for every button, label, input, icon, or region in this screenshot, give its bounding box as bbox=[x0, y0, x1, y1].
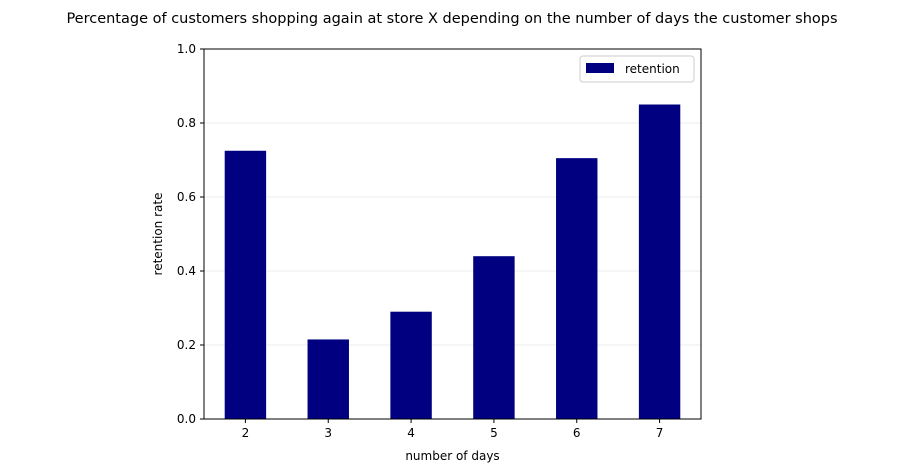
y-axis-label: retention rate bbox=[151, 193, 165, 276]
bar-3 bbox=[307, 339, 349, 419]
chart-title: Percentage of customers shopping again a… bbox=[66, 11, 837, 27]
bar-4 bbox=[390, 311, 432, 419]
y-axis-ticks: 0.0 0.2 0.4 0.6 0.8 1.0 bbox=[177, 42, 204, 426]
x-tick-label-5: 5 bbox=[490, 426, 498, 440]
y-tick-label-3: 0.6 bbox=[177, 190, 196, 204]
x-axis-label: number of days bbox=[405, 449, 499, 463]
legend-swatch-retention bbox=[586, 63, 614, 73]
y-tick-label-1: 0.2 bbox=[177, 338, 196, 352]
plot-frame bbox=[203, 48, 702, 420]
bars bbox=[224, 104, 681, 419]
legend-label-retention: retention bbox=[625, 62, 680, 76]
y-tick-label-4: 0.8 bbox=[177, 116, 196, 130]
y-tick-label-0: 0.0 bbox=[177, 412, 196, 426]
gridlines bbox=[204, 122, 701, 346]
x-tick-label-3: 3 bbox=[324, 426, 332, 440]
legend: retention bbox=[579, 55, 695, 83]
x-tick-label-4: 4 bbox=[407, 426, 415, 440]
legend-box bbox=[579, 55, 695, 83]
x-tick-label-2: 2 bbox=[242, 426, 250, 440]
bar-5 bbox=[473, 256, 515, 419]
bar-6 bbox=[556, 158, 598, 419]
x-tick-label-7: 7 bbox=[656, 426, 664, 440]
y-tick-label-5: 1.0 bbox=[177, 42, 196, 56]
y-tick-label-2: 0.4 bbox=[177, 264, 196, 278]
x-axis-ticks: 2 3 4 5 6 7 bbox=[242, 419, 664, 440]
bar-7 bbox=[638, 104, 681, 419]
x-tick-label-6: 6 bbox=[573, 426, 581, 440]
bar-2 bbox=[224, 150, 267, 419]
